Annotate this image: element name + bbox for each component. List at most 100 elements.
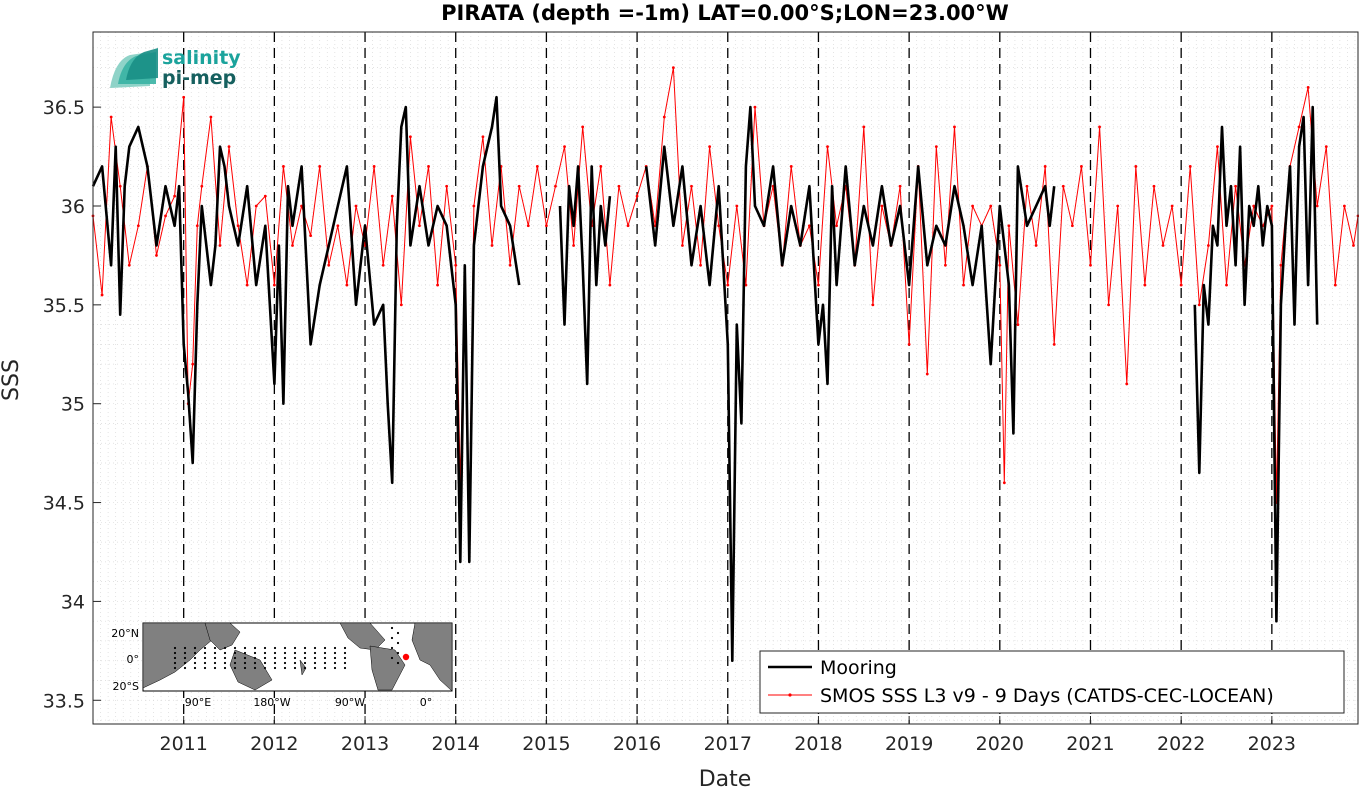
smos-point: [862, 125, 866, 129]
smos-point: [472, 204, 476, 208]
inset-dot: [323, 646, 327, 650]
smos-point: [789, 165, 793, 168]
inset-dot: [263, 646, 267, 650]
inset-lon-180w: 180°W: [253, 696, 290, 709]
inset-dot: [293, 666, 297, 670]
smos-point: [282, 165, 285, 168]
y-tick-label: 34: [61, 591, 85, 613]
inset-dot: [313, 651, 317, 655]
inset-dot: [263, 661, 267, 665]
smos-point: [989, 204, 993, 208]
logo-text-salinity: salinity: [162, 47, 241, 69]
smos-point: [1025, 184, 1029, 188]
inset-dot: [193, 646, 197, 650]
inset-lat-0: 0°: [127, 653, 140, 666]
inset-dot: [343, 666, 347, 670]
smos-point: [708, 145, 712, 149]
inset-dot: [333, 661, 337, 665]
inset-dot: [283, 651, 287, 655]
inset-dot: [293, 646, 297, 650]
smos-point: [944, 263, 947, 267]
smos-point: [381, 263, 385, 267]
smos-point: [1270, 204, 1274, 208]
smos-point: [726, 283, 730, 287]
mooring-series: [91, 95, 1319, 663]
x-axis-ticks: 2011 2012 2013 2014 2015 2016 2017 2018 2019 2020…: [160, 716, 1296, 755]
inset-dot: [233, 651, 237, 655]
y-axis-label: SSS: [0, 359, 24, 401]
smos-point: [1052, 342, 1056, 346]
smos-point: [318, 165, 322, 168]
inset-dot: [213, 651, 217, 655]
x-tick-label: 2022: [1157, 733, 1205, 755]
y-axis-ticks: 33.5 34 34.5 35 35.5 36 36.5: [43, 97, 101, 712]
inset-dot: [396, 651, 400, 655]
smos-point: [136, 224, 140, 228]
x-tick-label: 2013: [341, 733, 389, 755]
inset-dot: [243, 656, 247, 660]
inset-dot: [263, 666, 267, 670]
x-tick-label: 2018: [794, 733, 842, 755]
smos-point: [554, 184, 557, 188]
smos-point: [418, 224, 421, 228]
smos-point: [635, 194, 639, 198]
smos-point: [907, 342, 911, 346]
mooring-line-segment: [644, 105, 1056, 663]
inset-dot: [343, 661, 347, 665]
inset-lat-20s: 20°S: [113, 680, 139, 693]
inset-dot: [233, 666, 237, 670]
inset-dot: [283, 661, 287, 665]
inset-dot: [243, 666, 247, 670]
smos-point: [753, 105, 757, 109]
smos-point: [191, 362, 195, 366]
smos-point: [599, 165, 603, 168]
inset-dot: [323, 666, 327, 670]
smos-point: [925, 372, 929, 376]
smos-point: [345, 283, 349, 287]
inset-dot: [263, 651, 267, 655]
smos-point: [1016, 323, 1020, 327]
x-tick-label: 2023: [1248, 733, 1296, 755]
inset-dot: [223, 666, 227, 670]
smos-point: [1170, 204, 1174, 208]
plot-area: [93, 32, 1358, 724]
smos-point: [454, 263, 458, 267]
inset-dot: [193, 661, 197, 665]
inset-dot: [283, 656, 287, 660]
x-tick-label: 2011: [160, 733, 208, 755]
inset-lat-20n: 20°N: [111, 627, 139, 640]
smos-point: [490, 244, 494, 247]
smos-point: [1002, 481, 1006, 485]
smos-point: [581, 125, 585, 129]
smos-point: [336, 224, 340, 228]
smos-point: [291, 244, 294, 247]
y-tick-label: 36.5: [43, 97, 85, 119]
inset-dot: [333, 666, 337, 670]
inset-dot: [343, 646, 347, 650]
smos-point: [817, 283, 820, 287]
smos-point: [272, 283, 276, 287]
smos-point: [100, 293, 104, 297]
inset-dot: [253, 661, 257, 665]
inset-dot: [396, 631, 400, 635]
inset-dot: [183, 661, 187, 665]
inset-dot: [193, 651, 197, 655]
smos-point: [572, 244, 576, 247]
smos-point: [1216, 145, 1219, 149]
inset-dot: [333, 646, 337, 650]
inset-dot: [203, 666, 207, 670]
smos-point: [998, 263, 1002, 267]
smos-point: [481, 135, 485, 139]
smos-point: [200, 184, 204, 188]
smos-point: [354, 204, 358, 208]
inset-dot: [203, 661, 207, 665]
inset-dot: [173, 646, 177, 650]
logo-wave-icon: [110, 48, 158, 88]
inset-dot: [293, 656, 297, 660]
smos-point: [880, 204, 884, 208]
inset-dot: [263, 656, 267, 660]
y-tick-label: 33.5: [43, 690, 85, 712]
smos-point: [399, 303, 403, 307]
smos-point: [717, 224, 721, 228]
